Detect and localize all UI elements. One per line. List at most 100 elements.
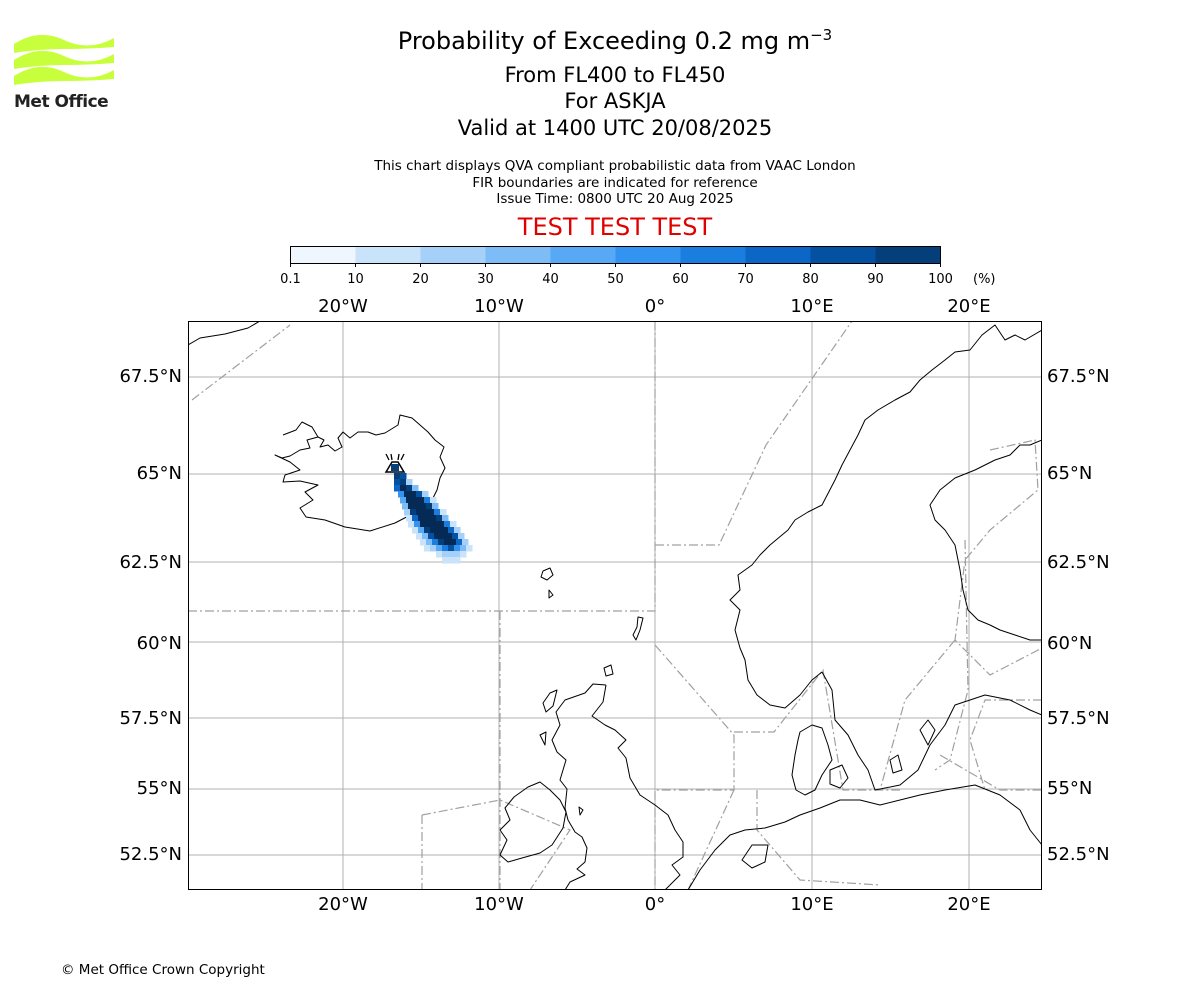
ash-cell bbox=[432, 503, 439, 510]
colorbar-bin bbox=[485, 246, 551, 264]
lon-label-bottom: 10°W bbox=[474, 894, 524, 915]
ash-cell bbox=[430, 545, 437, 552]
ash-cell bbox=[406, 479, 413, 486]
ash-cell bbox=[462, 539, 469, 546]
ash-cell bbox=[414, 521, 421, 528]
ash-cell bbox=[442, 557, 449, 564]
lat-labels-right: 67.5°N 65°N 62.5°N 60°N 57.5°N 55°N 52.5… bbox=[1047, 366, 1110, 865]
lat-label-right: 52.5°N bbox=[1047, 844, 1110, 865]
colorbar-tick-label: 60 bbox=[672, 272, 689, 287]
ash-cell bbox=[446, 533, 453, 540]
ash-cell bbox=[436, 545, 443, 552]
ash-cell bbox=[440, 509, 447, 516]
lat-label-right: 57.5°N bbox=[1047, 708, 1110, 729]
ash-cell bbox=[404, 509, 411, 516]
ash-cell bbox=[454, 557, 461, 564]
ash-cell bbox=[452, 533, 459, 540]
ash-cell bbox=[430, 515, 437, 522]
map: 20°W 10°W 0° 10°E 20°E 20°W 10°W 0° 10°E… bbox=[119, 296, 1110, 915]
ash-cell bbox=[460, 545, 467, 552]
ash-cell bbox=[456, 539, 463, 546]
ash-cell bbox=[418, 527, 425, 534]
lat-label-left: 62.5°N bbox=[119, 552, 182, 573]
ash-cell bbox=[448, 551, 455, 558]
ash-cell bbox=[422, 533, 429, 540]
lon-label-top: 10°W bbox=[474, 296, 524, 317]
colorbar-unit: (%) bbox=[973, 272, 996, 287]
title-main: Probability of Exceeding 0.2 mg m bbox=[397, 27, 811, 55]
ash-cell bbox=[460, 551, 467, 558]
ash-cell bbox=[438, 521, 445, 528]
logo-wordmark: Met Office bbox=[14, 92, 109, 112]
title-volcano: For ASKJA bbox=[564, 89, 666, 113]
ash-cell bbox=[408, 521, 415, 528]
ash-cell bbox=[426, 503, 433, 510]
colorbar-bin bbox=[810, 246, 876, 264]
lat-label-right: 67.5°N bbox=[1047, 366, 1110, 387]
ash-cell bbox=[440, 533, 447, 540]
colorbar-bin bbox=[290, 246, 356, 264]
ash-cell bbox=[454, 527, 461, 534]
ash-cell bbox=[422, 491, 429, 498]
chart-title: Probability of Exceeding 0.2 mg m−3 bbox=[0, 26, 1200, 55]
ash-cell bbox=[400, 479, 407, 486]
graticule bbox=[188, 321, 1042, 890]
ash-cell bbox=[416, 533, 423, 540]
ash-cell bbox=[438, 539, 445, 546]
ash-cell bbox=[448, 527, 455, 534]
lon-label-top: 20°E bbox=[947, 296, 990, 317]
lon-label-bottom: 0° bbox=[645, 894, 665, 915]
colorbar-boxes bbox=[290, 246, 941, 264]
lat-label-left: 60°N bbox=[137, 633, 182, 654]
ash-cell bbox=[410, 491, 417, 498]
ash-cell bbox=[426, 521, 433, 528]
colorbar: 0.1 10 20 30 40 50 60 70 80 90 100 (%) bbox=[280, 246, 996, 287]
colorbar-bin bbox=[355, 246, 421, 264]
ash-cell bbox=[436, 551, 443, 558]
ash-cell bbox=[458, 533, 465, 540]
ash-cell bbox=[434, 533, 441, 540]
ash-cell bbox=[430, 527, 437, 534]
ash-cell bbox=[436, 515, 443, 522]
ash-cell bbox=[436, 527, 443, 534]
lat-label-right: 55°N bbox=[1047, 778, 1092, 799]
colorbar-ticks: 0.1 10 20 30 40 50 60 70 80 90 100 bbox=[280, 263, 953, 287]
ash-cell bbox=[454, 545, 461, 552]
ash-cell bbox=[442, 551, 449, 558]
ash-cell bbox=[454, 551, 461, 558]
ash-cell bbox=[424, 545, 431, 552]
colorbar-bin bbox=[875, 246, 941, 264]
ash-cell bbox=[420, 521, 427, 528]
ash-cell bbox=[442, 515, 449, 522]
lat-label-left: 55°N bbox=[137, 778, 182, 799]
ash-cell bbox=[406, 515, 413, 522]
lon-label-top: 20°W bbox=[318, 296, 368, 317]
lon-labels-top: 20°W 10°W 0° 10°E 20°E bbox=[318, 296, 990, 317]
colorbar-tick-label: 10 bbox=[347, 272, 364, 287]
ash-cell bbox=[424, 527, 431, 534]
ash-cell bbox=[450, 521, 457, 528]
lon-label-top: 10°E bbox=[790, 296, 833, 317]
colorbar-bin bbox=[420, 246, 486, 264]
ash-cell bbox=[418, 515, 425, 522]
colorbar-bin bbox=[615, 246, 681, 264]
colorbar-bin bbox=[550, 246, 616, 264]
ash-cell bbox=[418, 497, 425, 504]
info-line-2: FIR boundaries are indicated for referen… bbox=[472, 175, 758, 191]
title-valid-time: Valid at 1400 UTC 20/08/2025 bbox=[457, 116, 773, 140]
ash-cell bbox=[416, 509, 423, 516]
lat-label-left: 67.5°N bbox=[119, 366, 182, 387]
ash-cell bbox=[398, 491, 405, 498]
ash-cell bbox=[400, 473, 407, 480]
lon-labels-bottom: 20°W 10°W 0° 10°E 20°E bbox=[318, 894, 990, 915]
ash-cell bbox=[412, 497, 419, 504]
lon-label-bottom: 20°E bbox=[947, 894, 990, 915]
ash-cell bbox=[442, 527, 449, 534]
lat-label-right: 65°N bbox=[1047, 463, 1092, 484]
colorbar-bin bbox=[680, 246, 746, 264]
colorbar-tick-label: 50 bbox=[607, 272, 624, 287]
ash-cell bbox=[422, 509, 429, 516]
ash-cell bbox=[450, 539, 457, 546]
lat-label-left: 52.5°N bbox=[119, 844, 182, 865]
map-background bbox=[188, 321, 1042, 890]
